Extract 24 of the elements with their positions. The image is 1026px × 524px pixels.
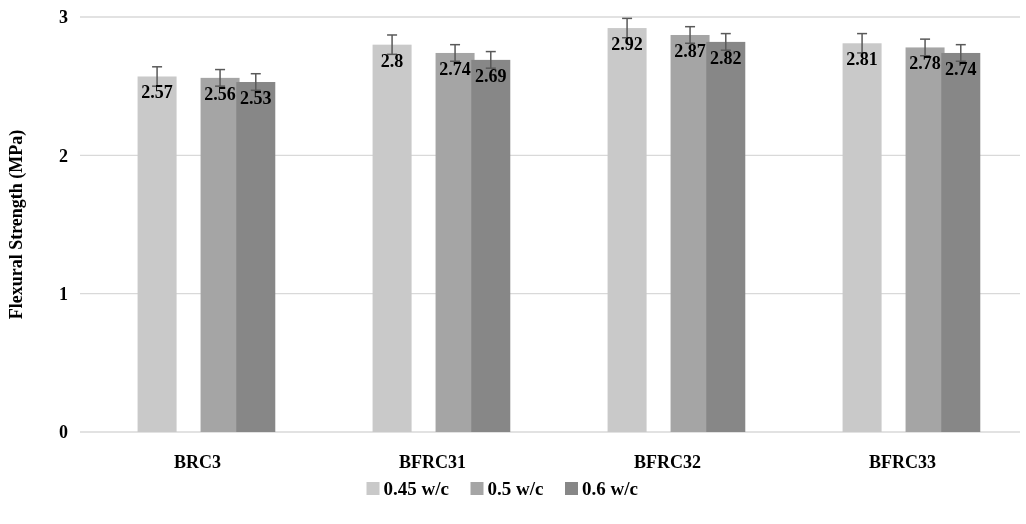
data-label: 2.82 <box>710 47 742 68</box>
y-tick-label: 2 <box>59 145 68 166</box>
data-label: 2.87 <box>674 40 706 61</box>
data-label: 2.8 <box>380 50 404 71</box>
data-label: 2.92 <box>611 34 643 55</box>
y-axis-title: Flexural Strength (MPa) <box>6 129 27 320</box>
data-label: 2.57 <box>141 82 173 103</box>
data-label: 2.53 <box>240 88 272 109</box>
y-tick-label: 1 <box>59 283 68 304</box>
y-tick-label: 0 <box>59 422 68 443</box>
x-tick-label: BFRC33 <box>869 452 936 472</box>
data-label: 2.74 <box>439 58 471 79</box>
data-label: 2.74 <box>945 58 977 79</box>
data-label: 2.56 <box>204 83 236 104</box>
legend-label: 0.5 w/c <box>487 478 544 499</box>
data-label: 2.78 <box>909 53 941 74</box>
legend-label: 0.6 w/c <box>582 478 638 499</box>
x-tick-label: BFRC31 <box>399 452 466 472</box>
data-label: 2.81 <box>846 49 878 70</box>
legend-label: 0.45 w/c <box>383 478 449 499</box>
y-tick-label: 3 <box>59 7 68 28</box>
data-label: 2.69 <box>475 65 507 86</box>
x-tick-label: BFRC32 <box>634 452 701 472</box>
x-tick-label: BRC3 <box>173 452 222 472</box>
